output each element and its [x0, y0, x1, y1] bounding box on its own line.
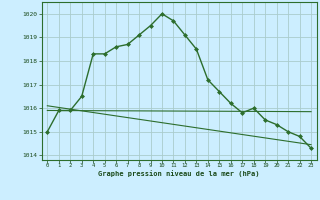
X-axis label: Graphe pression niveau de la mer (hPa): Graphe pression niveau de la mer (hPa) — [99, 170, 260, 177]
